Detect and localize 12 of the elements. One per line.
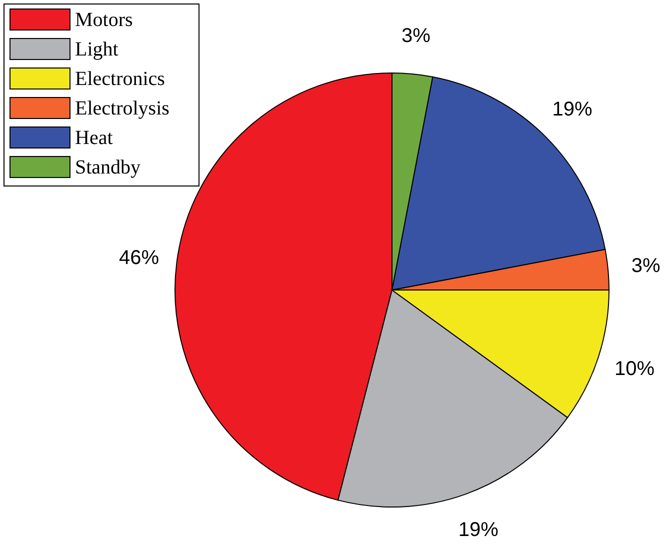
legend-label: Motors [75, 9, 133, 31]
data-label: 10% [614, 358, 655, 380]
legend-label: Standby [75, 156, 141, 178]
legend-label: Heat [75, 127, 114, 149]
data-label: 3% [402, 25, 431, 48]
data-label: 19% [458, 518, 499, 541]
data-label: 46% [118, 247, 160, 270]
legend-label: Light [75, 38, 119, 60]
data-label: 3% [631, 255, 661, 277]
legend-label: Electronics [75, 68, 166, 90]
data-label: 19% [552, 98, 593, 121]
legend-label: Electrolysis [75, 98, 170, 120]
